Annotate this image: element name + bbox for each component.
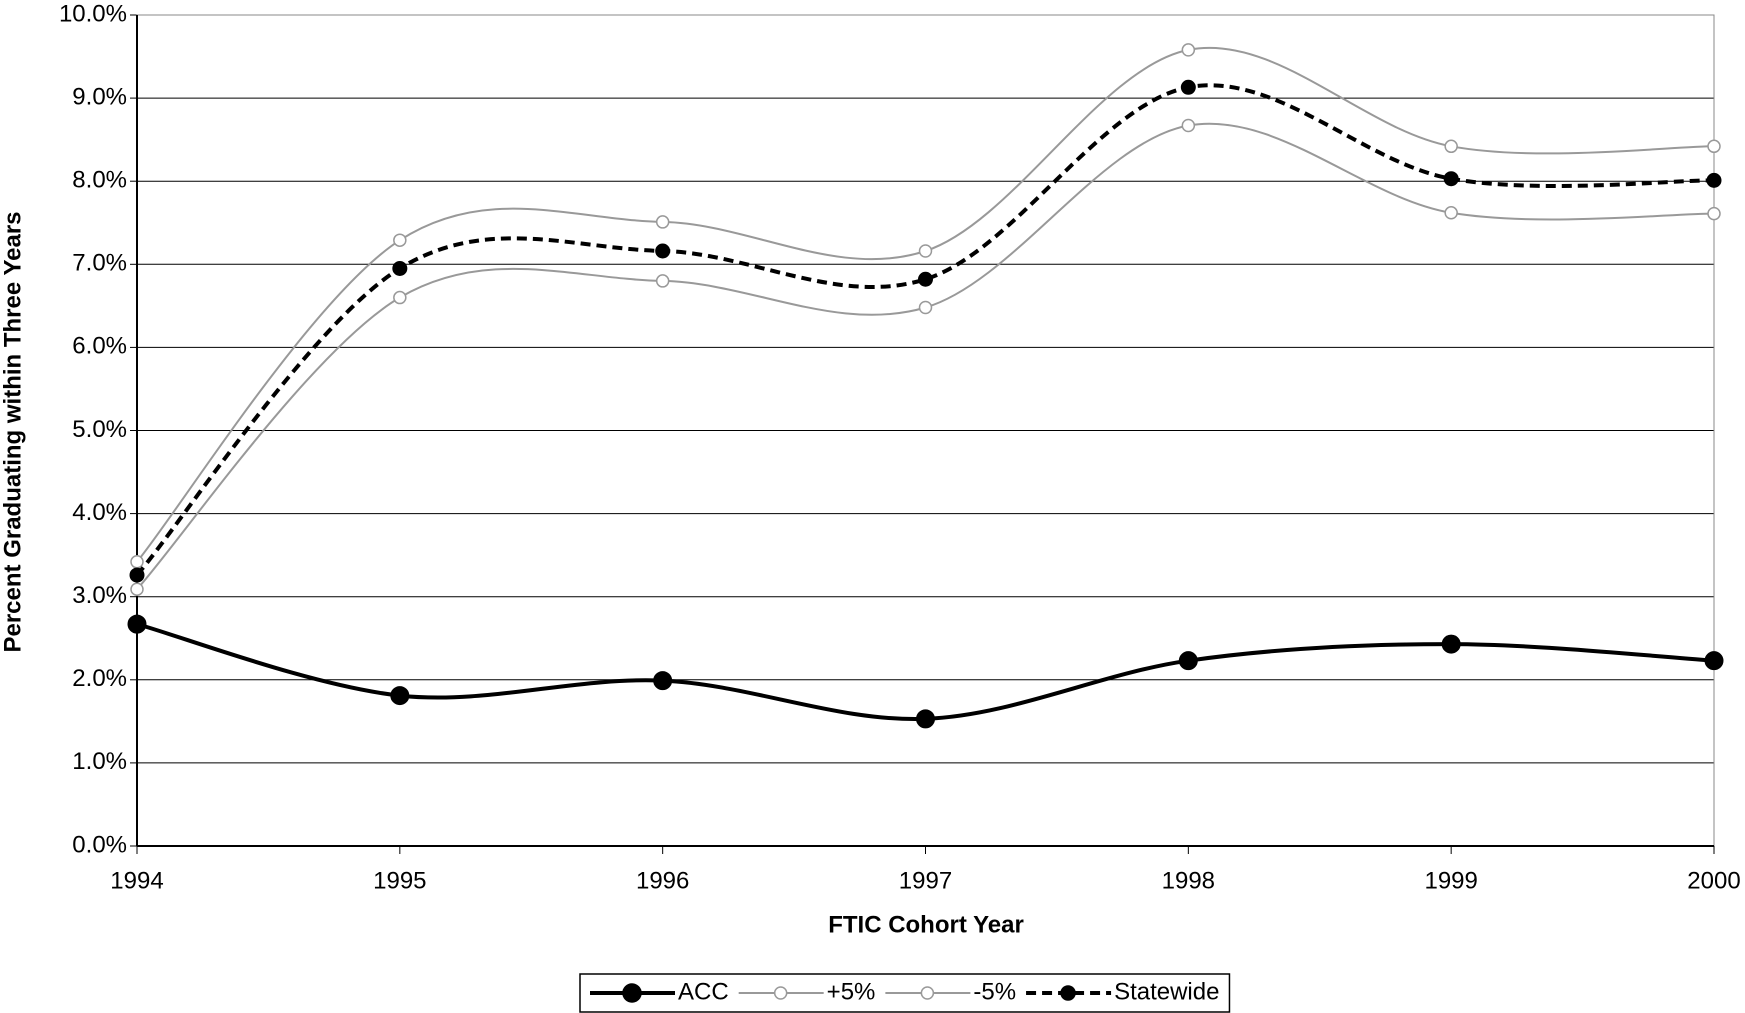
- y-tick-label: 9.0%: [72, 83, 127, 110]
- y-tick-label: 10.0%: [59, 0, 127, 27]
- x-tick-label: 1995: [373, 867, 426, 894]
- y-tick-label: 2.0%: [72, 665, 127, 692]
- data-point: [1444, 139, 1458, 154]
- data-point: [918, 271, 933, 287]
- y-tick-label: 7.0%: [72, 250, 127, 277]
- data-point: [1181, 118, 1196, 133]
- data-point: [1706, 172, 1722, 188]
- y-tick-label: 3.0%: [72, 582, 127, 609]
- y-tick-label: 8.0%: [72, 167, 127, 194]
- data-point: [655, 243, 671, 259]
- series-line: [136, 622, 1715, 722]
- data-point: [918, 244, 933, 258]
- data-point: [1704, 651, 1724, 671]
- data-point: [1707, 206, 1721, 221]
- x-tick-label: 2000: [1687, 867, 1740, 894]
- x-axis-title: FTIC Cohort Year: [828, 911, 1024, 938]
- legend-label: ACC: [678, 978, 729, 1005]
- x-tick-label: 1997: [899, 867, 952, 894]
- y-tick-label: 5.0%: [72, 416, 127, 443]
- data-point: [1444, 206, 1458, 220]
- data-point: [392, 260, 408, 276]
- data-point: [393, 290, 407, 305]
- data-point: [1178, 651, 1198, 671]
- data-point: [1180, 79, 1196, 95]
- y-tick-label: 4.0%: [72, 499, 127, 526]
- x-tick-label: 1996: [636, 867, 689, 894]
- data-point: [1441, 634, 1461, 654]
- legend-marker: [622, 983, 642, 1003]
- series-line: [136, 122, 1715, 590]
- x-tick-label: 1998: [1162, 867, 1215, 894]
- data-point: [390, 686, 410, 706]
- x-tick-label: 1994: [110, 867, 163, 894]
- data-point: [653, 671, 673, 691]
- data-point: [393, 233, 407, 247]
- legend: ACC +5% -5% Statewide: [579, 973, 1231, 1013]
- y-tick-label: 0.0%: [72, 831, 127, 858]
- data-point: [1707, 139, 1721, 154]
- series-line: [135, 83, 1715, 577]
- y-axis-title: Percent Graduating within Three Years: [0, 211, 26, 652]
- data-point: [130, 555, 144, 569]
- legend-marker: [1060, 985, 1076, 1001]
- legend-marker: [773, 986, 788, 1000]
- legend-marker: [920, 986, 935, 1000]
- data-point: [1443, 171, 1459, 187]
- data-point: [655, 274, 670, 288]
- legend-label: -5%: [973, 978, 1016, 1005]
- data-point: [916, 709, 935, 729]
- y-tick-label: 1.0%: [72, 748, 127, 775]
- data-point: [129, 567, 145, 583]
- data-point: [1181, 43, 1196, 57]
- data-point: [130, 582, 144, 596]
- data-point: [127, 614, 147, 634]
- x-tick-label: 1999: [1424, 867, 1477, 894]
- legend-label: +5%: [827, 978, 876, 1005]
- legend-label: Statewide: [1114, 978, 1219, 1005]
- data-point: [655, 215, 670, 229]
- data-point: [918, 300, 933, 315]
- y-tick-label: 6.0%: [72, 333, 127, 360]
